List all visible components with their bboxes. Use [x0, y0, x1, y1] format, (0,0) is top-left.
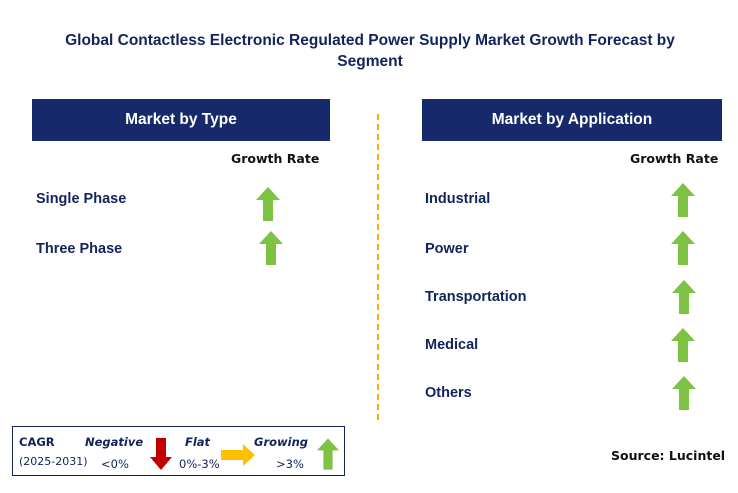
up-arrow-icon — [672, 376, 696, 410]
application-row-label: Industrial — [425, 191, 491, 207]
legend-flat-range: 0%-3% — [179, 457, 220, 471]
up-arrow-icon — [256, 187, 280, 221]
up-arrow-icon — [259, 231, 283, 265]
section-divider — [377, 114, 379, 420]
growth-rate-header-application: Growth Rate — [630, 151, 719, 166]
legend-period: (2025-2031) — [19, 455, 88, 468]
application-row-label: Transportation — [425, 289, 527, 305]
type-row-label: Three Phase — [36, 241, 123, 257]
type-row-label: Single Phase — [36, 191, 127, 207]
up-arrow-icon — [672, 280, 696, 314]
legend-cagr-label: CAGR — [19, 435, 55, 449]
up-arrow-icon — [671, 183, 695, 217]
legend-flat-label: Flat — [185, 435, 211, 449]
cagr-legend: CAGR (2025-2031) Negative <0% Flat 0%-3%… — [12, 426, 345, 476]
application-row-label: Others — [425, 385, 472, 401]
up-arrow-icon — [671, 231, 695, 265]
application-row-label: Medical — [425, 337, 479, 353]
up-arrow-icon — [317, 438, 339, 470]
application-row-label: Power — [425, 241, 469, 257]
growth-rate-header-type: Growth Rate — [231, 151, 320, 166]
source-note: Source: Lucintel — [611, 448, 726, 463]
market-by-type-header: Market by Type — [32, 99, 330, 141]
legend-growing-range: >3% — [276, 457, 304, 471]
legend-growing-label: Growing — [254, 435, 308, 449]
page-title: Global Contactless Electronic Regulated … — [65, 32, 675, 70]
legend-negative-label: Negative — [85, 435, 144, 449]
legend-negative-range: <0% — [101, 457, 129, 471]
market-by-application-header: Market by Application — [422, 99, 722, 141]
right-arrow-icon — [221, 444, 255, 466]
up-arrow-icon — [671, 328, 695, 362]
down-arrow-icon — [150, 438, 172, 470]
